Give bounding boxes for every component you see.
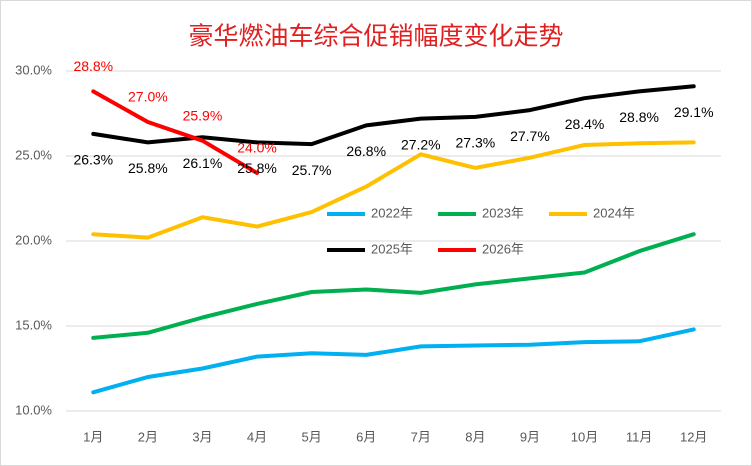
data-label: 28.4% (565, 116, 605, 132)
series-line (91, 140, 696, 240)
legend-label: 2022年 (371, 205, 413, 220)
x-tick-label: 3月 (192, 429, 212, 444)
data-label: 26.1% (183, 155, 223, 171)
data-label: 27.3% (456, 135, 496, 151)
series-line (91, 327, 696, 395)
legend-label: 2023年 (482, 205, 524, 220)
x-tick-label: 12月 (680, 429, 707, 444)
y-tick-label: 10.0% (15, 402, 52, 417)
y-tick-label: 25.0% (15, 147, 52, 162)
x-tick-label: 5月 (302, 429, 322, 444)
legend-label: 2025年 (371, 241, 413, 256)
x-tick-label: 6月 (356, 429, 376, 444)
x-tick-label: 9月 (520, 429, 540, 444)
legend-label: 2026年 (482, 241, 524, 256)
y-tick-label: 20.0% (15, 232, 52, 247)
x-tick-label: 11月 (626, 429, 653, 444)
data-label: 28.8% (73, 58, 113, 74)
y-tick-label: 15.0% (15, 317, 52, 332)
y-tick-label: 30.0% (15, 62, 52, 77)
data-label: 26.8% (346, 143, 386, 159)
data-label: 25.9% (183, 107, 223, 123)
data-label: 29.1% (674, 104, 714, 120)
x-tick-label: 1月 (83, 429, 103, 444)
data-label: 27.2% (401, 136, 441, 152)
x-tick-label: 8月 (465, 429, 485, 444)
data-label: 25.8% (237, 160, 277, 176)
data-label: 24.0% (237, 140, 277, 156)
x-tick-label: 2月 (138, 429, 158, 444)
legend-label: 2024年 (593, 205, 635, 220)
x-tick-label: 10月 (571, 429, 598, 444)
data-label: 25.8% (128, 160, 168, 176)
series-line (91, 89, 260, 175)
data-label: 28.8% (619, 109, 659, 125)
chart-title: 豪华燃油车综合促销幅度变化走势 (188, 23, 563, 51)
series-line (91, 232, 696, 340)
data-label: 27.0% (128, 89, 168, 105)
data-label: 26.3% (73, 152, 113, 168)
data-label: 27.7% (510, 128, 550, 144)
data-label: 25.7% (292, 162, 332, 178)
x-tick-label: 4月 (247, 429, 267, 444)
x-tick-label: 7月 (411, 429, 431, 444)
